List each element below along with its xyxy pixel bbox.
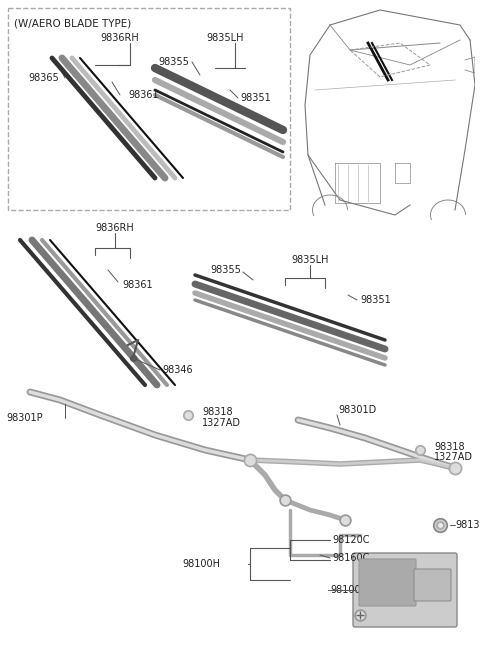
Text: (W/AERO BLADE TYPE): (W/AERO BLADE TYPE) [14,18,131,28]
Text: 98351: 98351 [360,295,391,305]
Text: 98346: 98346 [162,365,192,375]
Text: 98351: 98351 [240,93,271,103]
Text: 9835LH: 9835LH [291,255,329,265]
Text: 98131C: 98131C [455,520,480,530]
Text: 1327AD: 1327AD [202,418,241,428]
Text: 98361: 98361 [122,280,153,290]
Text: 9836RH: 9836RH [101,33,139,43]
Text: 9835LH: 9835LH [206,33,244,43]
Text: 98361: 98361 [128,90,158,100]
Text: 98100: 98100 [330,585,360,595]
Text: 98365: 98365 [28,73,59,83]
Text: 98318: 98318 [202,407,233,417]
Text: 98355: 98355 [210,265,241,275]
Text: 1327AD: 1327AD [434,452,473,462]
Text: 98318: 98318 [434,442,465,452]
FancyBboxPatch shape [353,553,457,627]
Text: 98301P: 98301P [6,413,43,423]
Bar [8,8,290,210]
Text: 98301D: 98301D [338,405,376,415]
Text: 98355: 98355 [158,57,189,67]
Text: 9836RH: 9836RH [96,223,134,233]
FancyBboxPatch shape [359,559,416,606]
Text: 98100H: 98100H [182,559,220,569]
Text: 98120C: 98120C [332,535,370,545]
Text: 98160C: 98160C [332,553,370,563]
FancyBboxPatch shape [414,569,451,601]
